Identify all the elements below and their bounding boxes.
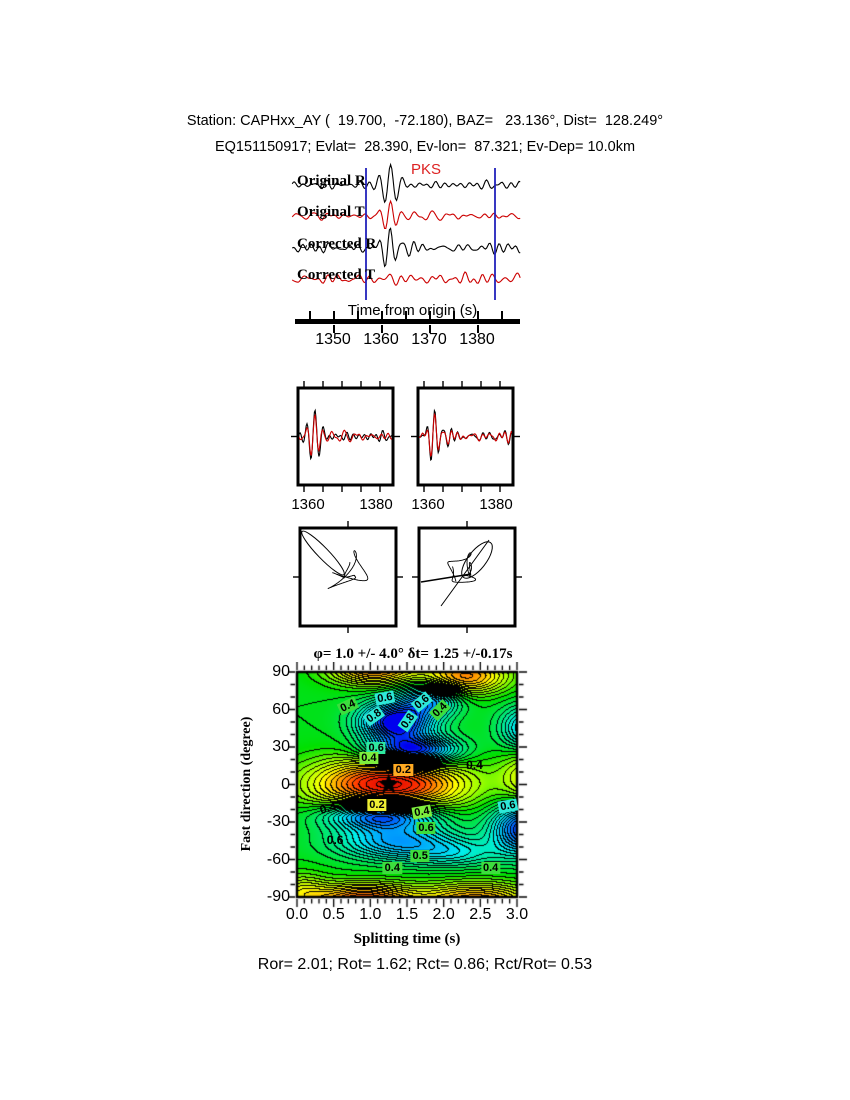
hodogram-frame xyxy=(417,526,517,628)
contour-y-tick-label: -60 xyxy=(266,850,290,868)
time-axis-tick xyxy=(429,311,431,319)
time-axis-tick xyxy=(381,311,383,319)
trace-label-corrected-r: Corrected R xyxy=(297,236,377,252)
time-axis-tick xyxy=(405,311,407,319)
contour-y-tick-label: 90 xyxy=(272,663,290,680)
contour-y-tick-label: -90 xyxy=(266,888,290,905)
contour-x-tick-label: 0.0 xyxy=(285,906,309,923)
trace-label-corrected-t: Corrected T xyxy=(297,267,376,283)
contour-x-tick-label: 3.0 xyxy=(505,906,529,923)
particle-motion-path xyxy=(327,550,369,589)
contour-y-tick-label: 30 xyxy=(272,738,290,755)
contour-y-tick-label: 0 xyxy=(281,775,290,793)
time-axis-tick-label: 1350 xyxy=(315,331,351,348)
time-axis-tick-label: 1380 xyxy=(459,331,495,348)
time-axis-tick-label: 1360 xyxy=(363,331,399,348)
contour-label-chip: 0.6 xyxy=(326,832,344,847)
trace-3 xyxy=(291,271,521,286)
time-axis-tick xyxy=(381,325,383,333)
time-axis-tick xyxy=(309,311,311,319)
contour-label-chip: 0.6 xyxy=(416,822,436,835)
time-axis-tick xyxy=(453,311,455,319)
panel-tick-label: 1380 xyxy=(479,496,513,513)
trace-0 xyxy=(291,162,521,204)
panel-tick-label: 1360 xyxy=(411,496,445,513)
time-axis-tick xyxy=(501,311,503,319)
panel-tick-label: 1360 xyxy=(291,496,325,513)
time-axis-title: Time from origin (s) xyxy=(347,302,478,319)
waveform-plot xyxy=(291,162,521,300)
time-axis-tick-label: 1370 xyxy=(411,331,447,348)
time-axis-tick xyxy=(357,311,359,319)
panel-trace xyxy=(299,413,392,456)
contour-y-tick-label: -30 xyxy=(266,813,290,830)
time-axis-line xyxy=(295,319,520,324)
contour-x-tick-label: 2.5 xyxy=(469,906,492,923)
contour-x-tick-label: 1.5 xyxy=(395,906,419,923)
time-axis-tick xyxy=(333,325,335,333)
phase-label: PKS xyxy=(411,161,442,178)
contour-label-chip: 0.4 xyxy=(359,752,379,765)
contour-x-tick-label: 2.0 xyxy=(432,906,455,923)
trace-label-original-r: Original R xyxy=(297,173,366,189)
zoom-panel-left xyxy=(291,381,400,492)
contour-label-chip: 0.6 xyxy=(366,742,386,755)
time-axis-tick xyxy=(477,311,479,319)
trace-2 xyxy=(291,227,521,268)
contour-x-tick-label: 1.0 xyxy=(359,906,382,923)
header-line-2: EQ151150917; Evlat= 28.390, Ev-lon= 87.3… xyxy=(214,139,636,155)
contour-label-chip: 0.4 xyxy=(480,862,501,875)
panel-tick-label: 1380 xyxy=(359,496,393,513)
contour-y-tick-label: 60 xyxy=(272,700,290,718)
footer-stats: Ror= 2.01; Rot= 1.62; Rct= 0.86; Rct/Rot… xyxy=(257,956,593,973)
x-axis-title: Splitting time (s) xyxy=(353,931,461,947)
zoom-panel-right xyxy=(411,381,520,492)
trace-1 xyxy=(291,199,521,230)
contour-label-chip: 0.5 xyxy=(410,849,430,862)
contour-label-chip: 0.2 xyxy=(393,763,413,776)
contour-x-tick-label: 0.5 xyxy=(322,906,345,923)
contour-label-chip: 0.4 xyxy=(382,862,402,875)
header-line-1: Station: CAPHxx_AY ( 19.700, -72.180), B… xyxy=(186,113,664,129)
time-axis-tick xyxy=(333,311,335,319)
trace-label-original-t: Original T xyxy=(297,204,365,220)
panel-trace xyxy=(419,412,512,458)
particle-motion-right xyxy=(412,521,522,633)
contour-label-chip: 0.2 xyxy=(367,798,387,811)
time-axis-tick xyxy=(477,325,479,333)
particle-motion-left xyxy=(293,521,403,633)
contour-title: φ= 1.0 +/- 4.0° δt= 1.25 +/-0.17s xyxy=(313,646,513,662)
contour-label-chip: 0.4 xyxy=(466,757,483,772)
particle-motion-path xyxy=(447,552,477,583)
time-axis-tick xyxy=(429,325,431,333)
